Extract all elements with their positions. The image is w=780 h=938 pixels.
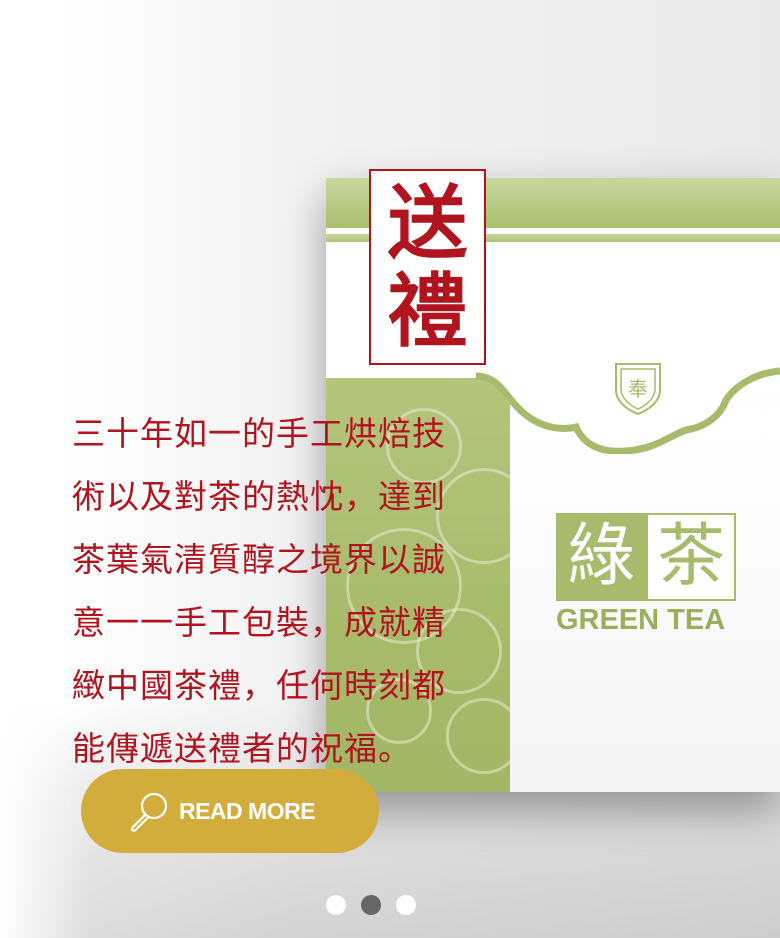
tea-mark-char-2: 茶 — [646, 513, 736, 601]
shield-emblem-icon: 奉 — [615, 363, 661, 416]
box-scallop-edge — [326, 354, 780, 454]
carousel-pagination — [326, 894, 416, 916]
read-more-label: READ MORE — [178, 797, 316, 824]
magnifier-icon — [130, 792, 168, 832]
description-line: 術以及對茶的熱忱，達到 — [72, 477, 446, 516]
gift-label-char-1: 送 — [387, 176, 468, 270]
emblem-char: 奉 — [628, 377, 648, 401]
carousel-dot-2-active[interactable] — [361, 895, 381, 915]
description-line: 茶葉氣清質醇之境界以誠 — [72, 540, 446, 579]
hero-description: 三十年如一的手工烘焙技 術以及對茶的熱忱，達到 茶葉氣清質醇之境界以誠 意一一手… — [72, 402, 502, 780]
box-green-panel — [326, 378, 510, 792]
green-tea-english: GREEN TEA — [556, 604, 726, 636]
tea-mark-char-1: 綠 — [556, 513, 646, 601]
description-line: 三十年如一的手工烘焙技 — [72, 414, 446, 453]
carousel-dot-3[interactable] — [396, 895, 416, 915]
description-line: 能傳遞送禮者的祝福。 — [72, 729, 412, 768]
gift-label-char-2: 禮 — [387, 264, 468, 358]
green-tea-mark: 綠 茶 — [556, 513, 736, 601]
left-fade — [0, 0, 90, 938]
read-more-button[interactable]: READ MORE — [81, 769, 379, 853]
carousel-dot-1[interactable] — [326, 895, 346, 915]
description-line: 意一一手工包裝，成就精 — [72, 603, 446, 642]
gift-label: 送 禮 — [369, 169, 486, 365]
description-line: 緻中國茶禮，任何時刻都 — [72, 666, 446, 705]
